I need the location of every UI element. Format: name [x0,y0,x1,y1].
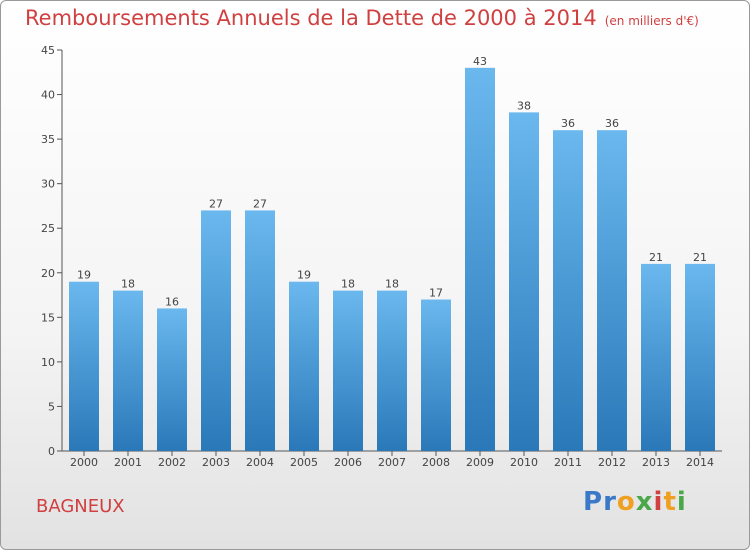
bar-value-label: 16 [165,295,179,308]
bar-value-label: 18 [341,278,355,291]
bar [157,308,187,451]
bar [421,299,451,451]
y-tick-label: 5 [48,400,55,413]
y-tick-label: 10 [41,356,55,369]
bar [245,210,275,451]
x-tick-label: 2001 [114,456,142,469]
chart-title: Remboursements Annuels de la Dette de 20… [25,6,699,30]
bar [597,130,627,451]
bar-value-label: 19 [297,269,311,282]
bar [509,112,539,451]
commune-name: BAGNEUX [36,496,125,517]
x-tick-label: 2010 [510,456,538,469]
bar-value-label: 18 [385,278,399,291]
bar-value-label: 27 [209,197,223,210]
bar [201,210,231,451]
bar-value-label: 21 [649,251,663,264]
y-tick-label: 20 [41,267,55,280]
proxiti-logo[interactable]: Proxiti [583,487,687,517]
x-tick-label: 2004 [246,456,274,469]
y-tick-label: 25 [41,222,55,235]
y-tick-label: 45 [41,44,55,57]
x-tick-label: 2007 [378,456,406,469]
x-tick-label: 2002 [158,456,186,469]
x-tick-label: 2013 [642,456,670,469]
bar-value-label: 43 [473,55,487,68]
x-tick-label: 2014 [686,456,714,469]
bar [377,290,407,451]
bar [113,290,143,451]
y-tick-label: 40 [41,89,55,102]
x-tick-label: 2009 [466,456,494,469]
x-tick-label: 2006 [334,456,362,469]
bar-value-label: 21 [693,251,707,264]
bar-value-label: 18 [121,278,135,291]
bar [641,263,671,451]
bar [333,290,363,451]
bar-value-label: 17 [429,287,443,300]
chart-unit: (en milliers d'€) [604,14,699,28]
bar [289,281,319,451]
y-tick-label: 30 [41,178,55,191]
chart-title-text: Remboursements Annuels de la Dette de 20… [25,6,597,30]
chart-bars [69,67,715,452]
y-tick-label: 0 [48,445,55,458]
x-tick-label: 2011 [554,456,582,469]
bar-value-label: 36 [561,117,575,130]
bar [685,263,715,451]
bar-value-label: 38 [517,99,531,112]
bar-value-label: 36 [605,117,619,130]
chart-labels: 19 18 16 27 27 19 18 18 17 43 38 36 36 21 21 [77,55,707,309]
bar [69,281,99,451]
y-tick-label: 15 [41,311,55,324]
bar-value-label: 27 [253,197,267,210]
x-tick-label: 2005 [290,456,318,469]
x-tick-label: 2000 [70,456,98,469]
bar [553,130,583,451]
x-tick-label: 2012 [598,456,626,469]
bar [465,67,495,452]
y-tick-label: 35 [41,133,55,146]
bar-value-label: 19 [77,269,91,282]
x-tick-label: 2008 [422,456,450,469]
x-tick-label: 2003 [202,456,230,469]
